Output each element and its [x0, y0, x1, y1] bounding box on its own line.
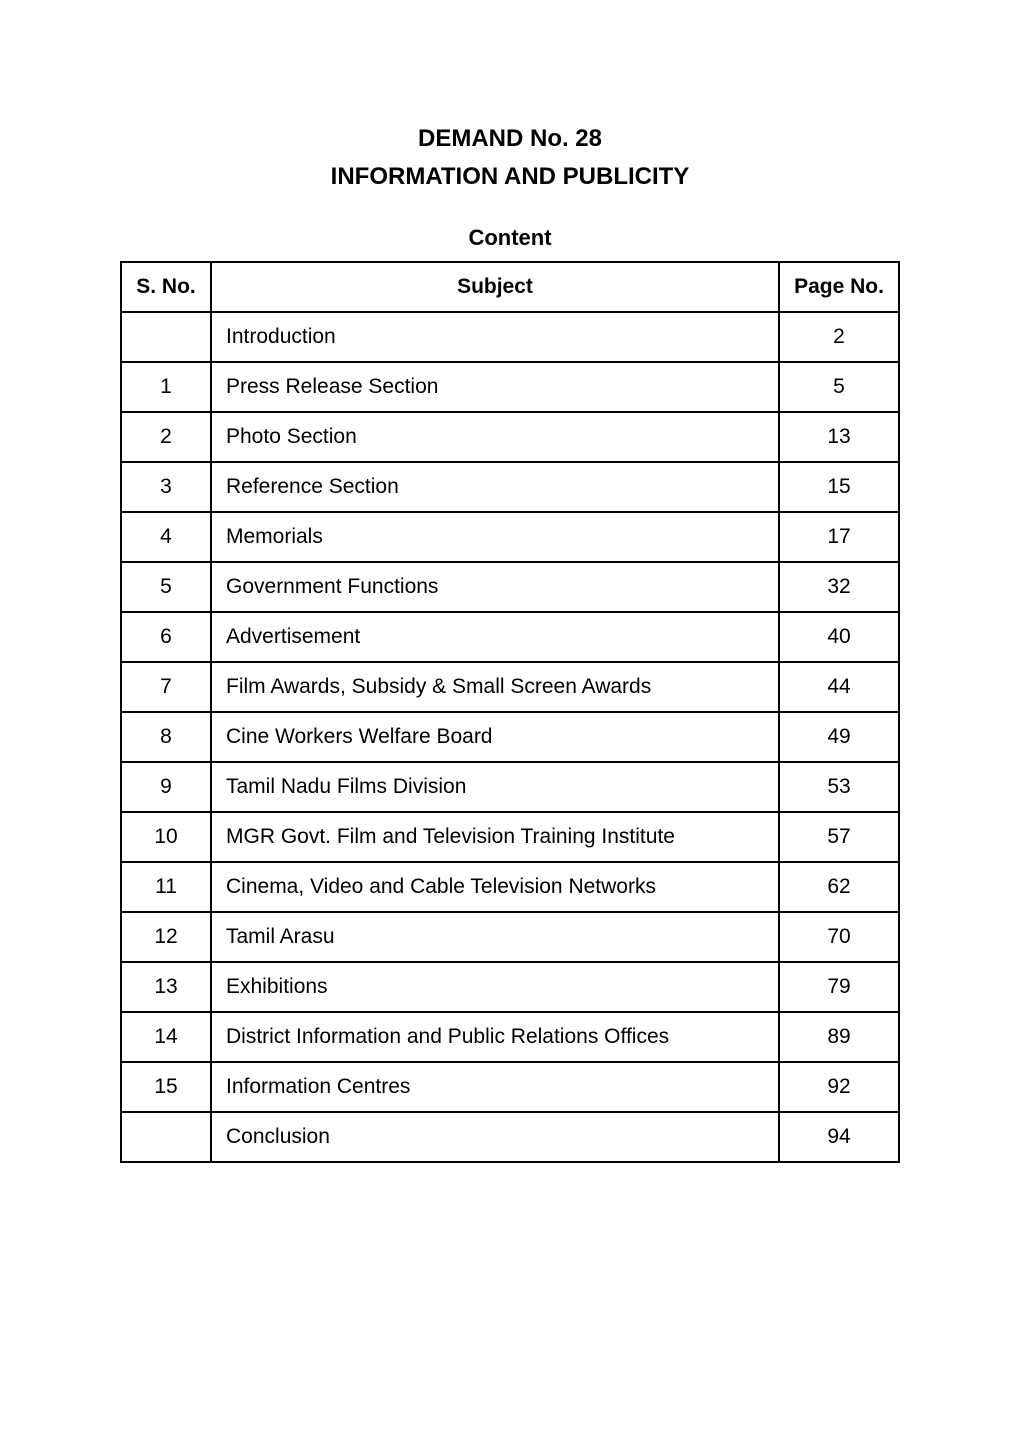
title-line-1: DEMAND No. 28: [120, 120, 900, 158]
table-row: 12Tamil Arasu70: [121, 912, 899, 962]
table-row: 1Press Release Section5: [121, 362, 899, 412]
cell-subject: Cine Workers Welfare Board: [211, 712, 779, 762]
table-row: 7Film Awards, Subsidy & Small Screen Awa…: [121, 662, 899, 712]
cell-subject: Tamil Arasu: [211, 912, 779, 962]
cell-subject: Conclusion: [211, 1112, 779, 1162]
cell-sno: 3: [121, 462, 211, 512]
cell-page: 15: [779, 462, 899, 512]
header-page: Page No.: [779, 262, 899, 312]
cell-subject: Cinema, Video and Cable Television Netwo…: [211, 862, 779, 912]
contents-table: S. No. Subject Page No. Introduction21Pr…: [120, 261, 900, 1163]
title-line-2: INFORMATION AND PUBLICITY: [120, 158, 900, 196]
cell-subject: Memorials: [211, 512, 779, 562]
cell-sno: 7: [121, 662, 211, 712]
cell-subject: Information Centres: [211, 1062, 779, 1112]
cell-sno: [121, 312, 211, 362]
table-row: Conclusion94: [121, 1112, 899, 1162]
cell-sno: 13: [121, 962, 211, 1012]
cell-page: 32: [779, 562, 899, 612]
table-row: 10MGR Govt. Film and Television Training…: [121, 812, 899, 862]
cell-sno: 4: [121, 512, 211, 562]
document-title-block: DEMAND No. 28 INFORMATION AND PUBLICITY: [120, 120, 900, 197]
cell-sno: 12: [121, 912, 211, 962]
cell-sno: 14: [121, 1012, 211, 1062]
cell-page: 5: [779, 362, 899, 412]
cell-page: 94: [779, 1112, 899, 1162]
table-row: 13Exhibitions79: [121, 962, 899, 1012]
table-header-row: S. No. Subject Page No.: [121, 262, 899, 312]
table-row: Introduction2: [121, 312, 899, 362]
cell-page: 92: [779, 1062, 899, 1112]
cell-sno: 1: [121, 362, 211, 412]
cell-sno: 15: [121, 1062, 211, 1112]
table-row: 11Cinema, Video and Cable Television Net…: [121, 862, 899, 912]
table-row: 2Photo Section13: [121, 412, 899, 462]
cell-page: 89: [779, 1012, 899, 1062]
cell-sno: 5: [121, 562, 211, 612]
table-row: 9Tamil Nadu Films Division53: [121, 762, 899, 812]
cell-subject: Film Awards, Subsidy & Small Screen Awar…: [211, 662, 779, 712]
cell-subject: Tamil Nadu Films Division: [211, 762, 779, 812]
cell-sno: 2: [121, 412, 211, 462]
cell-sno: 6: [121, 612, 211, 662]
table-row: 6Advertisement40: [121, 612, 899, 662]
cell-subject: Exhibitions: [211, 962, 779, 1012]
cell-page: 40: [779, 612, 899, 662]
cell-page: 53: [779, 762, 899, 812]
cell-subject: Government Functions: [211, 562, 779, 612]
cell-page: 17: [779, 512, 899, 562]
table-row: 8Cine Workers Welfare Board49: [121, 712, 899, 762]
table-row: 3Reference Section15: [121, 462, 899, 512]
cell-page: 49: [779, 712, 899, 762]
cell-subject: Introduction: [211, 312, 779, 362]
cell-subject: MGR Govt. Film and Television Training I…: [211, 812, 779, 862]
cell-subject: District Information and Public Relation…: [211, 1012, 779, 1062]
cell-subject: Photo Section: [211, 412, 779, 462]
cell-sno: 11: [121, 862, 211, 912]
cell-page: 62: [779, 862, 899, 912]
cell-sno: 9: [121, 762, 211, 812]
cell-page: 2: [779, 312, 899, 362]
cell-subject: Reference Section: [211, 462, 779, 512]
cell-sno: [121, 1112, 211, 1162]
header-subject: Subject: [211, 262, 779, 312]
table-row: 5Government Functions32: [121, 562, 899, 612]
table-row: 15Information Centres92: [121, 1062, 899, 1112]
cell-subject: Advertisement: [211, 612, 779, 662]
header-sno: S. No.: [121, 262, 211, 312]
cell-subject: Press Release Section: [211, 362, 779, 412]
cell-sno: 10: [121, 812, 211, 862]
cell-page: 13: [779, 412, 899, 462]
cell-page: 57: [779, 812, 899, 862]
cell-page: 70: [779, 912, 899, 962]
table-row: 4Memorials17: [121, 512, 899, 562]
content-heading: Content: [120, 225, 900, 251]
cell-page: 44: [779, 662, 899, 712]
cell-sno: 8: [121, 712, 211, 762]
table-row: 14District Information and Public Relati…: [121, 1012, 899, 1062]
table-body: Introduction21Press Release Section52Pho…: [121, 312, 899, 1162]
cell-page: 79: [779, 962, 899, 1012]
